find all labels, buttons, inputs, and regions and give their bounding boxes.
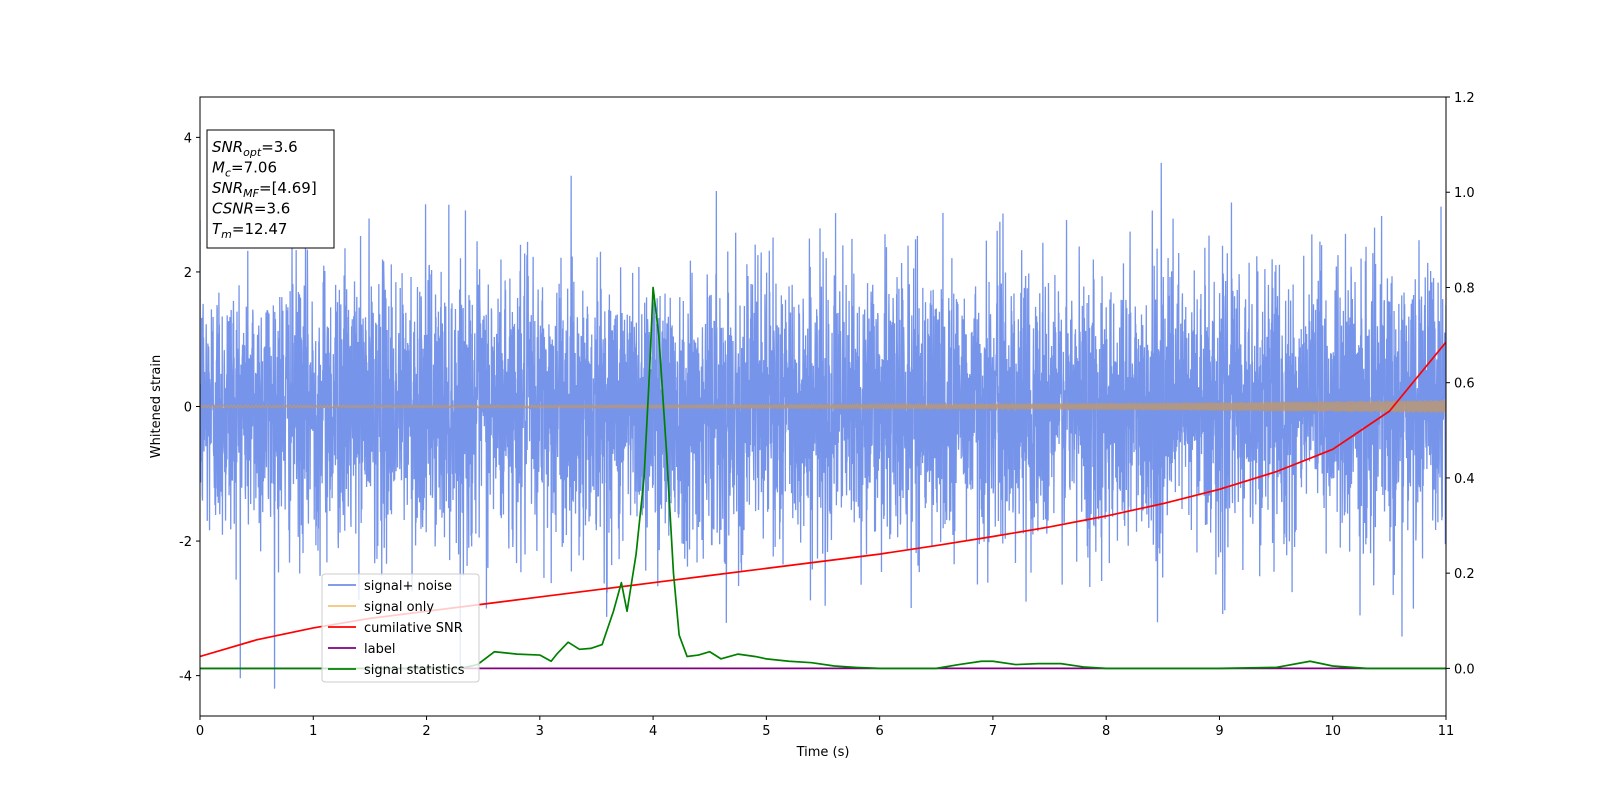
x-tick-label: 6 (875, 724, 883, 739)
info-line-subscript: opt (243, 146, 262, 159)
y-tick-label: 0 (184, 401, 192, 416)
y-tick-label: 4 (184, 131, 192, 146)
y2-tick-label: 1.2 (1454, 91, 1475, 106)
info-line: Mc=7.06 (212, 159, 277, 180)
info-line-subscript: c (225, 167, 231, 180)
y2-tick-label: 0.8 (1454, 281, 1475, 296)
x-tick-label: 0 (196, 724, 204, 739)
info-line-value: =12.47 (232, 220, 288, 238)
series-line-signal-only (200, 399, 1446, 414)
legend-box (321, 573, 480, 683)
info-box-frame (206, 129, 335, 249)
legend-label-label: label (364, 642, 395, 657)
y-tick-label: 2 (184, 266, 192, 281)
info-line-symbol: CSNR (212, 200, 254, 218)
info-line-subscript: MF (243, 187, 259, 200)
y2-tick-label: 0.4 (1454, 472, 1475, 487)
y-tick-label: -4 (179, 670, 192, 685)
x-tick-label: 1 (309, 724, 317, 739)
x-tick-label: 4 (649, 724, 657, 739)
y-axis-label: Whitened strain (149, 355, 164, 458)
info-line-symbol: SNR (212, 179, 243, 197)
legend-label-signal-only: signal only (364, 600, 434, 615)
y-tick-label: -2 (179, 535, 192, 550)
y2-tick-label: 1.0 (1454, 186, 1475, 201)
info-line: Tm=12.47 (212, 220, 287, 241)
info-line-value: =3.6 (254, 200, 290, 218)
y2-tick-label: 0.6 (1454, 377, 1475, 392)
info-line: SNRopt=3.6 (212, 138, 298, 159)
axes: 0 1 2 3 4 5 6 7 8 9 10 11 -4 -2 0 2 4 0.0 0.2 0.4 0.6 0.8 1.0 1… (149, 91, 1475, 760)
y2-tick-label: 0.0 (1454, 662, 1475, 677)
info-line-value: =[4.69] (259, 179, 317, 197)
x-tick-label: 10 (1324, 724, 1341, 739)
legend: signal+ noise signal only cumilative SNR la… (321, 573, 480, 683)
x-tick-label: 8 (1102, 724, 1110, 739)
legend-label-signal-noise: signal+ noise (364, 579, 452, 594)
info-line-value: =7.06 (231, 159, 277, 177)
x-tick-label: 11 (1438, 724, 1455, 739)
info-line-symbol: M (212, 159, 225, 177)
info-box: SNRopt=3.6Mc=7.06SNRMF=[4.69]CSNR=3.6Tm=… (206, 129, 335, 249)
x-tick-label: 2 (422, 724, 430, 739)
x-tick-label: 3 (536, 724, 544, 739)
info-line: CSNR=3.6 (212, 200, 290, 218)
series-line-signal-statistics (200, 286, 1446, 670)
x-tick-label: 7 (989, 724, 997, 739)
legend-label-cumilative-snr: cumilative SNR (364, 621, 463, 636)
info-line-value: =3.6 (261, 138, 297, 156)
y2-tick-label: 0.2 (1454, 567, 1475, 582)
legend-label-signal-statistics: signal statistics (364, 663, 465, 678)
x-tick-label: 9 (1215, 724, 1223, 739)
info-line-subscript: m (221, 228, 232, 241)
series-line-signal-noise (200, 162, 1446, 689)
info-line-symbol: T (212, 220, 223, 238)
info-line-symbol: SNR (212, 138, 243, 156)
x-tick-label: 5 (762, 724, 770, 739)
info-line: SNRMF=[4.69] (212, 179, 317, 200)
x-axis-label: Time (s) (796, 745, 850, 760)
